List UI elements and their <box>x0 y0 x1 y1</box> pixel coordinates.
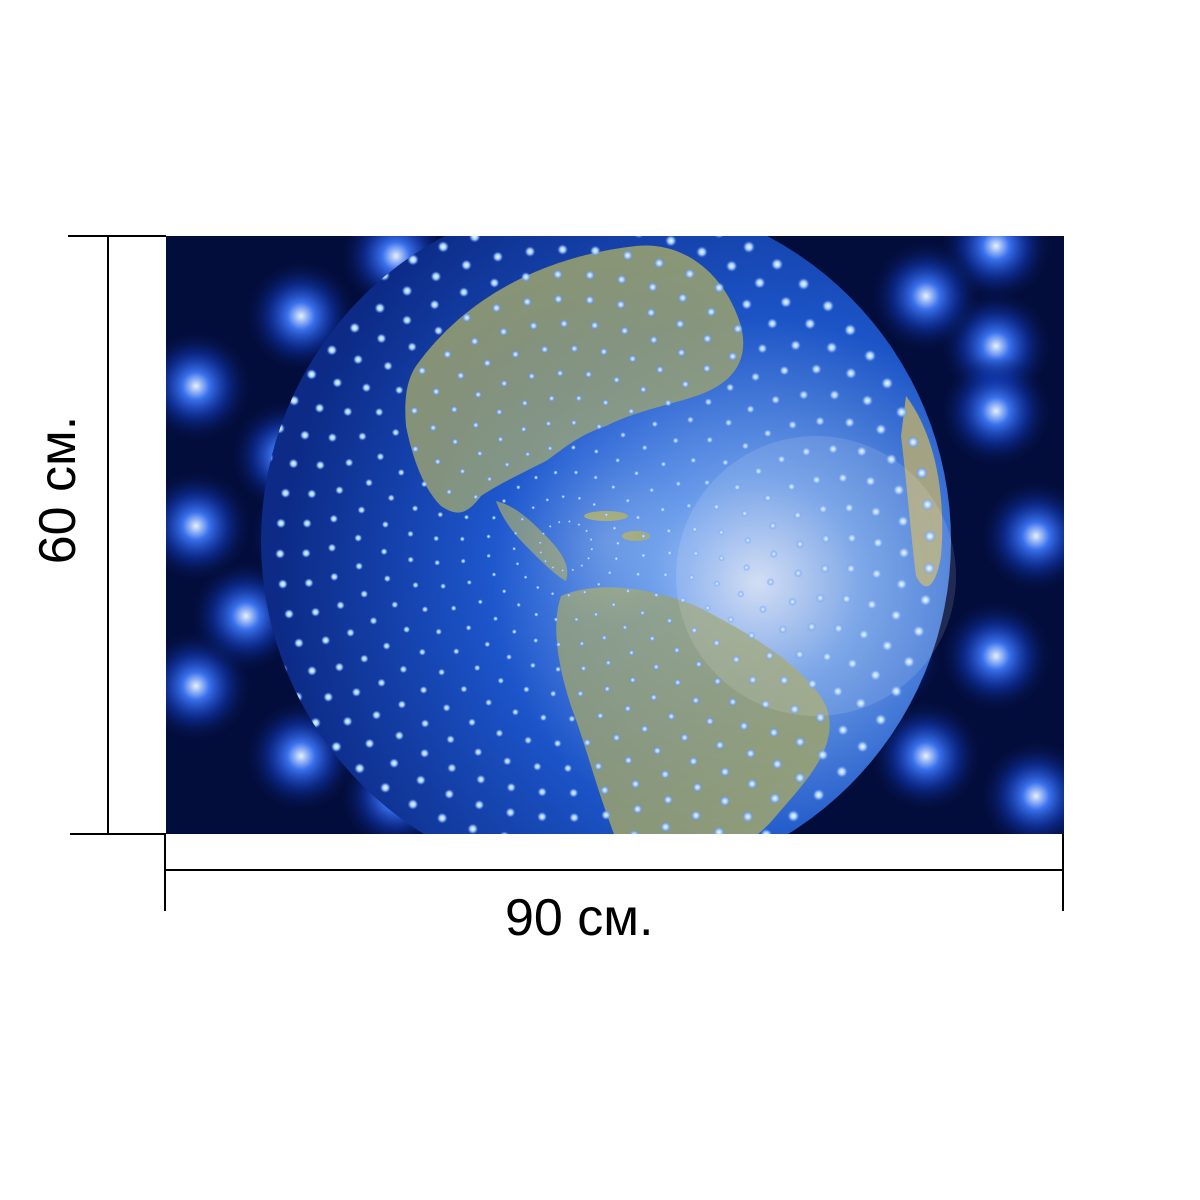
poster-artwork <box>166 236 1064 834</box>
height-tick-bottom <box>70 833 166 835</box>
background-glow <box>166 331 251 441</box>
width-dimension-line <box>166 869 1064 871</box>
height-label: 60 см. <box>29 415 87 565</box>
background-glow <box>871 241 981 351</box>
globe-artwork <box>166 236 1064 834</box>
globe <box>261 236 956 834</box>
background-glow <box>981 741 1064 834</box>
height-tick-top <box>68 235 166 237</box>
background-glow <box>941 601 1051 711</box>
height-dimension-line <box>107 236 109 834</box>
background-glow <box>941 356 1051 466</box>
width-label: 90 см. <box>505 889 654 947</box>
background-glow <box>871 701 981 811</box>
width-tick-left <box>164 834 166 911</box>
background-glow <box>166 471 251 581</box>
width-tick-right <box>1062 834 1064 911</box>
background-glow <box>981 481 1064 591</box>
